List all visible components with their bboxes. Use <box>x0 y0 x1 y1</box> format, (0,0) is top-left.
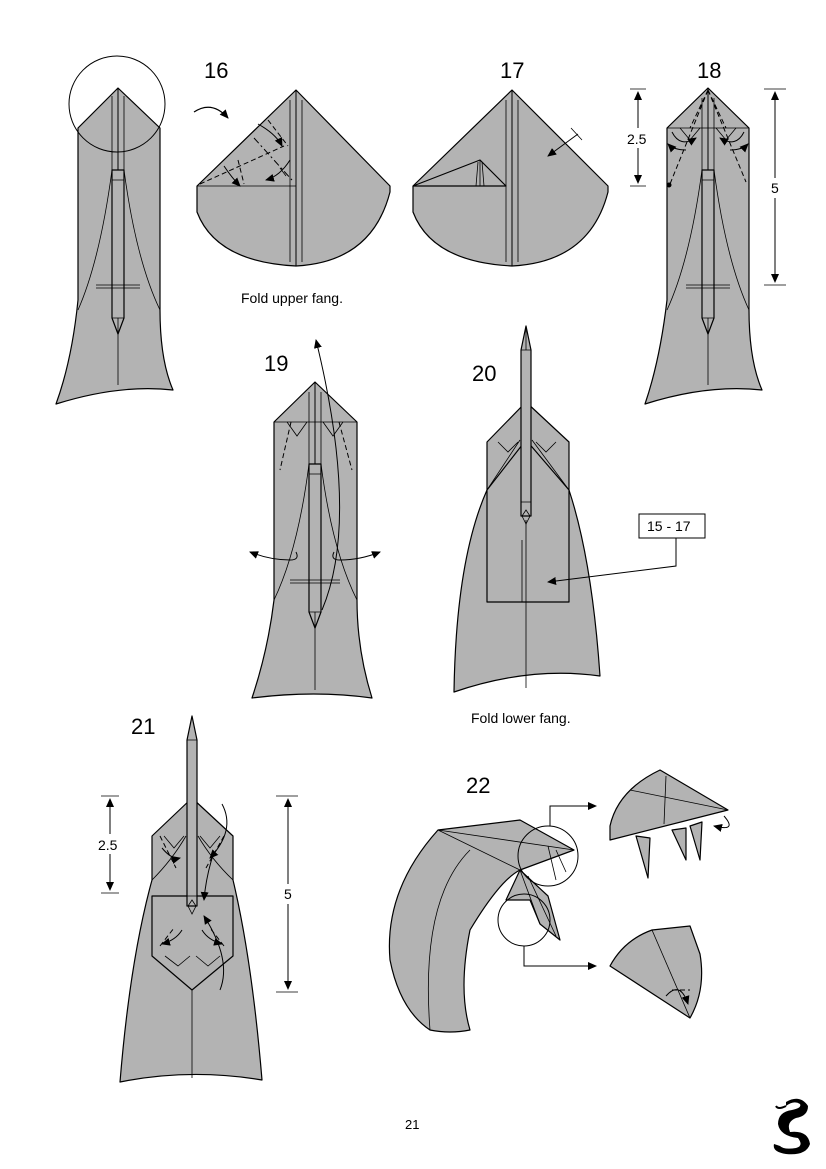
caption-lower-fang: Fold lower fang. <box>471 710 571 726</box>
step-number: 19 <box>264 351 288 376</box>
model-step-15 <box>55 55 174 405</box>
page-number: 21 <box>405 1117 419 1132</box>
repeat-steps-label: 15 - 17 <box>647 518 691 534</box>
diagram-step-16: 16 <box>196 58 391 267</box>
measure-label: 2.5 <box>627 131 647 147</box>
focus-circle <box>68 55 166 153</box>
diagram-step-22: 22 <box>388 769 730 1033</box>
diagram-step-19: 19 <box>249 339 381 699</box>
cobra-logo-icon <box>773 1098 810 1155</box>
measure-label: 5 <box>771 180 779 196</box>
step-number: 16 <box>204 58 228 83</box>
step-number: 18 <box>697 58 721 83</box>
focus-circle-upper <box>517 825 579 887</box>
repeat-steps-box <box>638 513 706 539</box>
turn-over-arrow <box>193 106 229 119</box>
step-number: 22 <box>466 773 490 798</box>
step-number: 17 <box>500 58 524 83</box>
step-number: 20 <box>472 361 496 386</box>
diagram-step-20: 15 - 17 20 <box>453 325 706 693</box>
caption-upper-fang: Fold upper fang. <box>241 290 343 306</box>
measure-label: 2.5 <box>98 837 118 853</box>
step-number: 21 <box>131 714 155 739</box>
diagram-step-17: 17 <box>412 58 609 267</box>
diagram-step-18: 2.5 5 18 <box>627 58 786 405</box>
measure-label: 5 <box>284 886 292 902</box>
diagram-step-21: 2.5 5 21 <box>98 714 298 1083</box>
